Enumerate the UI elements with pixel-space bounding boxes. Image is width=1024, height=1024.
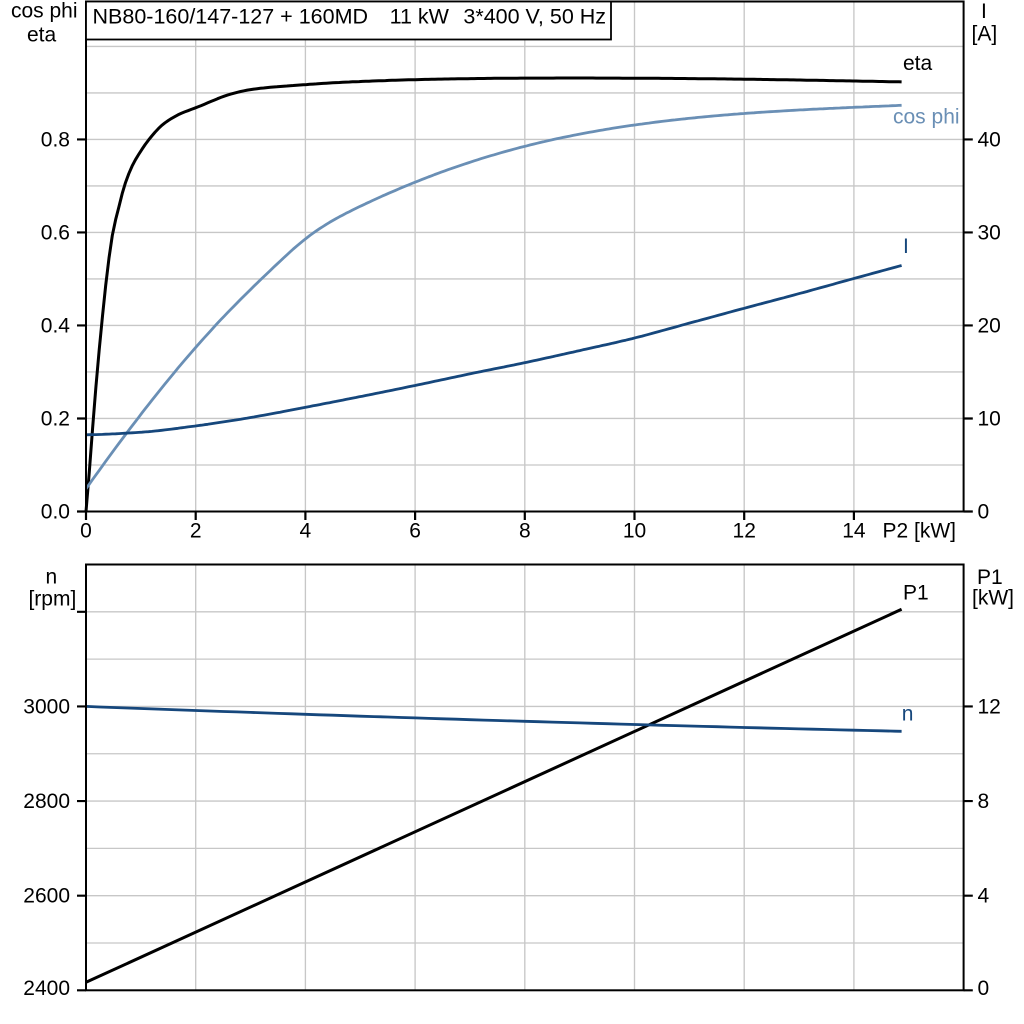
svg-text:0.8: 0.8 [41, 128, 70, 151]
svg-text:0: 0 [80, 519, 92, 542]
svg-text:12: 12 [978, 695, 1001, 718]
svg-text:n: n [46, 565, 58, 588]
svg-text:40: 40 [978, 128, 1001, 151]
svg-text:NB80-160/147-127 + 160MD: NB80-160/147-127 + 160MD [93, 5, 369, 29]
svg-text:2: 2 [190, 519, 202, 542]
svg-text:8: 8 [519, 519, 531, 542]
svg-text:10: 10 [623, 519, 646, 542]
svg-text:0.4: 0.4 [41, 314, 71, 337]
svg-text:0: 0 [978, 977, 990, 1000]
svg-text:n: n [902, 703, 914, 726]
svg-text:3000: 3000 [23, 695, 70, 718]
svg-text:8: 8 [978, 790, 990, 813]
svg-text:[rpm]: [rpm] [28, 587, 76, 610]
svg-text:cos phi: cos phi [11, 0, 78, 23]
svg-text:P1: P1 [977, 566, 1003, 589]
svg-text:P2 [kW]: P2 [kW] [883, 519, 957, 542]
svg-text:0.6: 0.6 [41, 221, 70, 244]
svg-text:4: 4 [300, 519, 312, 542]
svg-text:2800: 2800 [23, 790, 70, 813]
svg-text:3*400 V, 50 Hz: 3*400 V, 50 Hz [463, 5, 606, 29]
svg-text:2400: 2400 [23, 977, 70, 1000]
svg-text:11 kW: 11 kW [390, 5, 450, 29]
svg-text:0.0: 0.0 [41, 501, 70, 524]
svg-text:cos phi: cos phi [893, 106, 960, 129]
svg-text:[kW]: [kW] [972, 586, 1014, 609]
svg-text:14: 14 [842, 519, 866, 542]
svg-text:6: 6 [409, 519, 421, 542]
svg-text:10: 10 [978, 407, 1001, 430]
svg-text:I: I [903, 235, 909, 258]
svg-text:30: 30 [978, 221, 1001, 244]
svg-text:4: 4 [978, 885, 990, 908]
svg-text:I: I [981, 0, 987, 23]
svg-text:2600: 2600 [23, 885, 70, 908]
svg-text:20: 20 [978, 314, 1001, 337]
svg-text:eta: eta [903, 52, 933, 75]
svg-text:P1: P1 [903, 582, 929, 605]
svg-text:0.2: 0.2 [41, 407, 70, 430]
svg-text:12: 12 [733, 519, 756, 542]
svg-text:0: 0 [978, 501, 990, 524]
svg-text:eta: eta [27, 23, 57, 46]
svg-text:[A]: [A] [972, 23, 998, 46]
